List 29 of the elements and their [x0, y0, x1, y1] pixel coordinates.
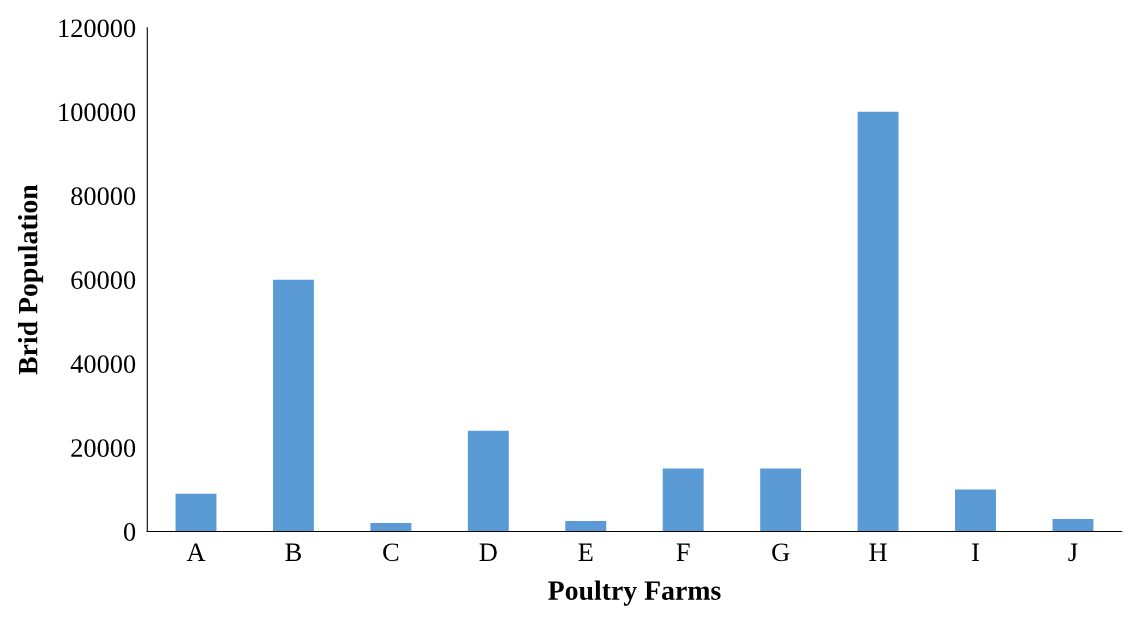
y-tick-label: 100000: [59, 103, 136, 122]
bar: [857, 111, 899, 532]
y-tick-label: 20000: [71, 439, 136, 457]
bar: [175, 493, 217, 532]
x-tick-label: A: [186, 543, 206, 561]
bar: [467, 430, 509, 532]
x-tick-label: E: [578, 543, 593, 561]
bar: [955, 489, 996, 532]
y-tick-label: 40000: [70, 355, 136, 374]
y-tick-label: 0: [123, 523, 136, 541]
x-tick-label: F: [676, 543, 690, 561]
x-tick-label: I: [972, 543, 979, 561]
x-tick-label: C: [383, 543, 399, 562]
x-tick-label: H: [869, 543, 887, 561]
bar: [662, 468, 704, 532]
y-tick-label: 120000: [59, 19, 136, 38]
y-axis-title: Brid Population: [17, 184, 44, 375]
bar: [272, 279, 314, 532]
x-tick-label: D: [479, 543, 497, 561]
bar: [760, 468, 802, 532]
bar: [565, 520, 607, 532]
y-tick-label: 80000: [71, 187, 136, 206]
x-tick-label: J: [1068, 543, 1078, 562]
bar: [370, 523, 412, 532]
x-axis-title: Poultry Farms: [548, 580, 721, 606]
x-tick-label: G: [772, 543, 790, 562]
bar: [1052, 518, 1094, 532]
y-tick-label: 60000: [71, 271, 136, 290]
x-tick-label: B: [285, 543, 301, 561]
